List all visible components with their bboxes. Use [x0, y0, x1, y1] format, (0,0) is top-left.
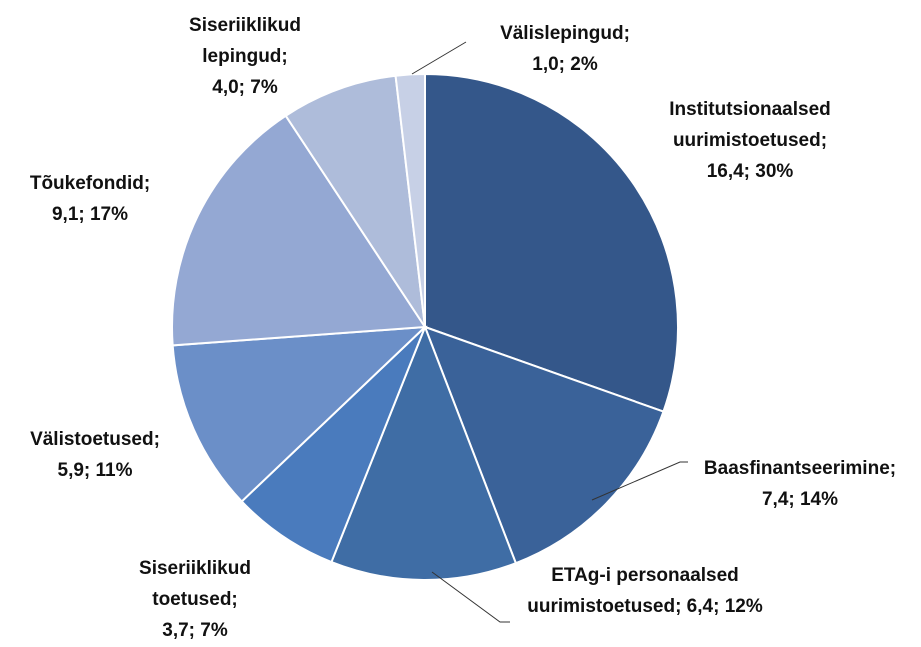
data-label: Siseriiklikud lepingud; 4,0; 7% [170, 10, 320, 103]
value-label: 5,9; 11% [57, 460, 133, 481]
category-label: Välistoetused; [30, 429, 160, 450]
data-label: Tõukefondid; 9,1; 17% [0, 168, 180, 230]
category-label: Tõukefondid; [29, 173, 151, 194]
value-label: 9,1; 17% [51, 204, 129, 225]
category-label: Baasfinantseerimine; [703, 458, 897, 479]
pie-slice [394, 72, 426, 328]
value-label: 6,4; 12% [686, 596, 763, 617]
pie-slice [171, 325, 428, 503]
data-label: Institutsionaalsed uurimistoetused; 16,4… [640, 94, 860, 187]
pie-slice [424, 72, 679, 413]
data-label: Välistoetused; 5,9; 11% [0, 424, 190, 486]
leader-line [411, 41, 467, 75]
pie-slice [171, 114, 427, 347]
leader-line [431, 571, 510, 623]
data-label: ETAg-i personaalsed uurimistoetused; 6,4… [495, 560, 795, 622]
pie-slice [240, 326, 426, 564]
category-label: Institutsionaalsed uurimistoetused; [669, 99, 831, 151]
pie-slice [423, 325, 665, 565]
category-label: Välislepingud; [500, 23, 630, 44]
value-label: 16,4; 30% [706, 161, 794, 182]
leader-line [591, 461, 688, 501]
value-label: 7,4; 14% [761, 489, 839, 510]
value-label: 3,7; 7% [162, 620, 228, 641]
category-label: Siseriiklikud lepingud; [189, 15, 301, 67]
category-label: Siseriiklikud toetused; [139, 558, 251, 610]
value-label: 1,0; 2% [532, 54, 598, 75]
data-label: Baasfinantseerimine; 7,4; 14% [680, 453, 920, 515]
value-label: 4,0; 7% [212, 77, 278, 98]
pie-slice [284, 74, 426, 328]
data-label: Siseriiklikud toetused; 3,7; 7% [120, 553, 270, 646]
data-label: Välislepingud; 1,0; 2% [455, 18, 675, 80]
category-label: ETAg-i personaalsed uurimistoetused; [527, 565, 739, 617]
pie-slice [330, 324, 518, 581]
